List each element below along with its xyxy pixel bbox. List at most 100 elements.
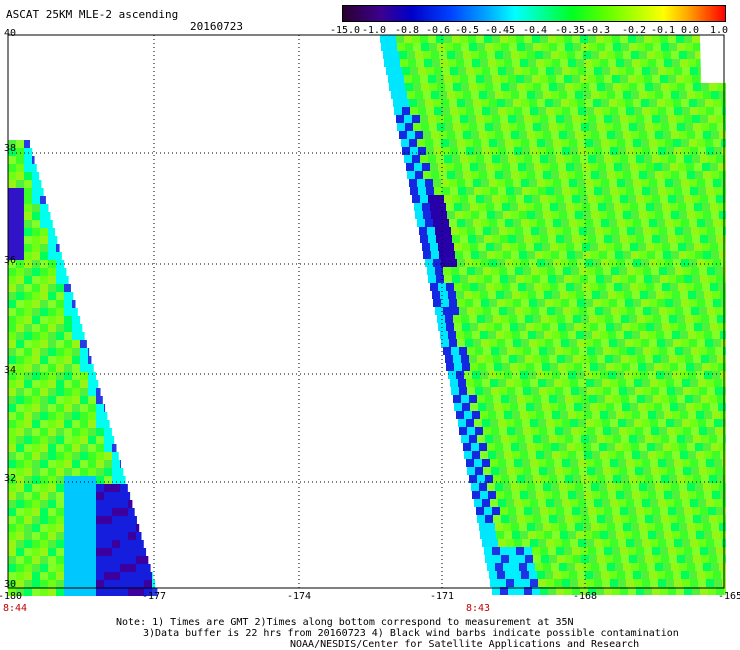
swath-cell [8, 324, 16, 332]
swath-cell [513, 99, 521, 107]
swath-cell [580, 275, 588, 283]
swath-cell [691, 227, 699, 235]
swath-cell [152, 588, 158, 596]
swath-cell [487, 251, 495, 259]
swath-cell [483, 307, 491, 315]
swath-cell [104, 484, 112, 492]
swath-cell [565, 355, 573, 363]
swath-cell [636, 547, 644, 555]
swath-cell [24, 420, 32, 428]
swath-cell [672, 331, 680, 339]
swath-cell [8, 364, 16, 372]
swath-cell [88, 540, 96, 548]
swath-cell [467, 307, 475, 315]
swath-cell [701, 315, 709, 323]
swath-cell [136, 548, 144, 556]
swath-cell [547, 387, 555, 395]
swath-cell [16, 388, 24, 396]
swath-cell [644, 507, 652, 515]
swath-cell [120, 572, 128, 580]
swath-cell [662, 203, 670, 211]
swath-cell [417, 99, 425, 107]
swath-cell [32, 460, 40, 468]
swath-cell [412, 35, 420, 43]
swath-cell [587, 467, 595, 475]
swath-cell [513, 219, 521, 227]
swath-cell [685, 475, 693, 483]
swath-cell [570, 419, 578, 427]
swath-cell [128, 532, 136, 540]
swath-cell [690, 539, 698, 547]
swath-cell [104, 412, 108, 420]
swath-cell [513, 179, 521, 187]
swath-cell [16, 436, 24, 444]
swath-cell [458, 419, 466, 427]
swath-cell [56, 356, 64, 364]
swath-cell [523, 347, 531, 355]
swath-cell [469, 475, 477, 483]
swath-cell [447, 91, 455, 99]
swath-cell [88, 460, 96, 468]
swath-cell [381, 43, 389, 51]
swath-cell [716, 275, 724, 283]
swath-cell [64, 460, 72, 468]
swath-cell [647, 51, 655, 59]
swath-cell [388, 75, 396, 83]
swath-cell [496, 411, 504, 419]
swath-cell [694, 403, 702, 411]
swath-cell [620, 115, 628, 123]
swath-cell [56, 452, 64, 460]
swath-cell [24, 172, 32, 180]
swath-cell [617, 139, 625, 147]
swath-cell [16, 284, 24, 292]
swath-cell [461, 315, 469, 323]
swath-cell [705, 571, 713, 579]
swath-cell [546, 379, 554, 387]
swath-cell [685, 395, 693, 403]
swath-cell [535, 131, 543, 139]
swath-cell [676, 195, 684, 203]
swath-cell [621, 315, 629, 323]
swath-cell [545, 299, 553, 307]
swath-cell [120, 484, 128, 492]
swath-cell [678, 283, 686, 291]
swath-cell [650, 67, 658, 75]
swath-cell [565, 515, 573, 523]
swath-cell [594, 459, 602, 467]
swath-cell [483, 467, 491, 475]
swath-cell [557, 43, 565, 51]
swath-cell [547, 307, 555, 315]
swath-cell [32, 492, 40, 500]
swath-cell [679, 211, 687, 219]
swath-cell [556, 235, 564, 243]
swath-cell [475, 427, 483, 435]
swath-cell [575, 211, 583, 219]
swath-cell [407, 51, 415, 59]
swath-cell [714, 147, 722, 155]
swath-cell [523, 267, 531, 275]
swath-cell [707, 227, 715, 235]
swath-cell [594, 147, 602, 155]
swath-cell [439, 91, 447, 99]
swath-cell [583, 171, 591, 179]
swath-cell [516, 115, 524, 123]
swath-cell [645, 83, 653, 91]
swath-cell [8, 332, 16, 340]
note-line-1: Note: 1) Times are GMT 2)Times along bot… [116, 617, 574, 628]
swath-cell [653, 123, 661, 131]
swath-cell [415, 211, 423, 219]
swath-cell [454, 363, 462, 371]
swath-cell [535, 483, 543, 491]
swath-cell [715, 387, 723, 395]
swath-cell [607, 251, 615, 259]
swath-cell [666, 499, 674, 507]
swath-cell [16, 212, 24, 220]
swath-cell [699, 347, 707, 355]
swath-cell [544, 531, 552, 539]
swath-cell [660, 587, 668, 595]
swath-cell [573, 43, 581, 51]
swath-cell [470, 203, 478, 211]
swath-cell [539, 427, 547, 435]
swath-cell [579, 267, 587, 275]
swath-cell [396, 35, 404, 43]
